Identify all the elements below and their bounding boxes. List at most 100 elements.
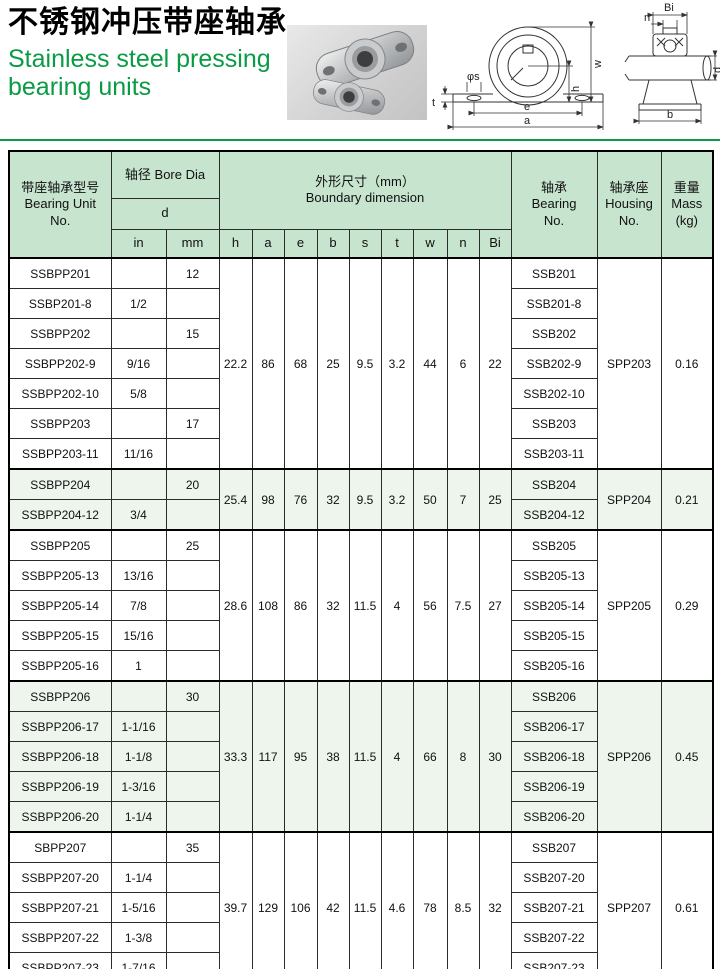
cell-dim-Bi: 25 (478, 468, 512, 531)
cell-bearing-no: SSB207 (510, 831, 598, 863)
cell-bore-dia-in: 5/8 (110, 378, 167, 409)
cell-bearing-unit-no: SSBP201-8 (8, 288, 112, 319)
cell-dim-b: 42 (316, 831, 350, 969)
col-header-mass-en2: (kg) (675, 212, 698, 228)
cell-bearing-no: SSB202 (510, 318, 598, 349)
cell-bore-dia-mm (165, 560, 220, 591)
product-photo (287, 25, 427, 120)
cell-mass: 0.61 (660, 831, 714, 969)
cell-bearing-no: SSB205-13 (510, 560, 598, 591)
col-header-dim-n: n (446, 228, 480, 259)
col-header-bore-dia: 轴径 Bore Dia (110, 150, 220, 199)
dim-letters-row: in mm h a e b s t w n Bi (9, 228, 713, 259)
cell-bore-dia-mm (165, 711, 220, 742)
cell-bore-dia-mm: 25 (165, 529, 220, 561)
cell-bearing-unit-no: SSBPP205-14 (8, 590, 112, 621)
col-header-dim-Bi: Bi (478, 228, 512, 259)
cell-dim-h: 25.4 (218, 468, 253, 531)
dim-label-phi-s: φs (467, 71, 480, 83)
cell-bore-dia-in: 1-1/16 (110, 711, 167, 742)
page-title-english: Stainless steel pressing bearing units (8, 45, 288, 103)
cell-dim-n: 8 (446, 680, 480, 833)
cell-dim-e: 76 (283, 468, 318, 531)
col-header-bearing-no-en2: No. (543, 212, 565, 228)
dim-label-Bi: Bi (664, 2, 674, 14)
col-header-housing-no-cn: 轴承座 (609, 180, 649, 196)
cell-bore-dia-in (110, 408, 167, 439)
spec-table-body: SSBPP201 12 22.2 86 68 25 9.5 3.2 44 6 22 SSB201 SPP… (8, 257, 714, 969)
cell-bore-dia-mm (165, 348, 220, 379)
cell-dim-Bi: 22 (478, 257, 512, 470)
cell-dim-h: 22.2 (218, 257, 253, 470)
cell-housing-no: SPP203 (596, 257, 662, 470)
dimension-drawings-svg: φs t e a h (432, 2, 720, 130)
cell-bore-dia-mm (165, 438, 220, 470)
cell-housing-no: SPP204 (596, 468, 662, 531)
cell-bore-dia-mm (165, 741, 220, 772)
cell-dim-b: 32 (316, 529, 350, 682)
cell-bearing-unit-no: SSBPP204-12 (8, 499, 112, 531)
cell-bearing-unit-no: SSBPP207-20 (8, 862, 112, 893)
cell-dim-b: 32 (316, 468, 350, 531)
cell-mass: 0.45 (660, 680, 714, 833)
cell-bore-dia-mm (165, 862, 220, 893)
col-header-dim-a: a (251, 228, 285, 259)
dim-label-d: d (712, 67, 720, 73)
cell-bore-dia-in: 1-5/16 (110, 892, 167, 923)
col-header-dim-e: e (283, 228, 318, 259)
cell-bearing-unit-no: SSBPP204 (8, 468, 112, 500)
col-header-bearing-no: 轴承 Bearing No. (510, 150, 598, 259)
cell-bearing-unit-no: SSBPP201 (8, 257, 112, 289)
cell-dim-Bi: 32 (478, 831, 512, 969)
page-title-english-line2: bearing units (8, 73, 152, 102)
col-header-mass-en1: Mass (671, 196, 703, 212)
bearing-photo-small (313, 79, 385, 115)
cell-bore-dia-in: 1-3/8 (110, 922, 167, 953)
cell-bearing-no: SSB204-12 (510, 499, 598, 531)
cell-dim-t: 3.2 (380, 257, 414, 470)
cell-bore-dia-mm (165, 801, 220, 833)
cell-bearing-no: SSB205 (510, 529, 598, 561)
cell-bore-dia-in (110, 468, 167, 500)
cell-dim-w: 66 (412, 680, 448, 833)
cell-dim-Bi: 30 (478, 680, 512, 833)
cell-bearing-unit-no: SSBPP206-18 (8, 741, 112, 772)
page-title-english-line1: Stainless steel pressing (8, 44, 271, 73)
cell-dim-e: 86 (283, 529, 318, 682)
cell-bore-dia-mm: 17 (165, 408, 220, 439)
col-header-dim-b: b (316, 228, 350, 259)
dim-label-t: t (432, 97, 435, 109)
cell-bore-dia-mm (165, 771, 220, 802)
cell-bore-dia-in (110, 257, 167, 289)
dim-label-b: b (667, 109, 673, 121)
col-header-bearing-unit-no: 带座轴承型号 Bearing Unit No. (8, 150, 112, 259)
cell-dim-s: 11.5 (348, 529, 382, 682)
cell-housing-no: SPP207 (596, 831, 662, 969)
cell-bearing-unit-no: SSBPP202-9 (8, 348, 112, 379)
cell-bearing-unit-no: SSBPP207-21 (8, 892, 112, 923)
cell-dim-n: 6 (446, 257, 480, 470)
side-view-diagram: Bi n d b (624, 2, 720, 124)
cell-dim-w: 78 (412, 831, 448, 969)
cell-bearing-no: SSB206 (510, 680, 598, 712)
col-header-bearing-unit-no-en1: Bearing Unit (24, 196, 97, 212)
cell-bore-dia-in: 1 (110, 650, 167, 682)
cell-dim-e: 95 (283, 680, 318, 833)
cell-dim-e: 106 (283, 831, 318, 969)
cell-bore-dia-in (110, 529, 167, 561)
cell-bore-dia-mm: 15 (165, 318, 220, 349)
dim-label-a: a (524, 115, 531, 127)
cell-bearing-unit-no: SSBPP206-19 (8, 771, 112, 802)
cell-bearing-no: SSB207-23 (510, 952, 598, 969)
cell-bore-dia-in: 1/2 (110, 288, 167, 319)
dim-label-w: w (592, 60, 604, 69)
cell-bore-dia-in: 1-7/16 (110, 952, 167, 969)
cell-bore-dia-in: 7/8 (110, 590, 167, 621)
cell-bore-dia-mm (165, 650, 220, 682)
cell-bearing-unit-no: SSBPP205-15 (8, 620, 112, 651)
cell-bearing-unit-no: SSBPP207-23 (8, 952, 112, 969)
spec-table: 带座轴承型号 Bearing Unit No. 轴径 Bore Dia 外形尺寸… (8, 150, 715, 969)
cell-dim-b: 38 (316, 680, 350, 833)
cell-bearing-no: SSB206-19 (510, 771, 598, 802)
col-header-dim-t: t (380, 228, 414, 259)
